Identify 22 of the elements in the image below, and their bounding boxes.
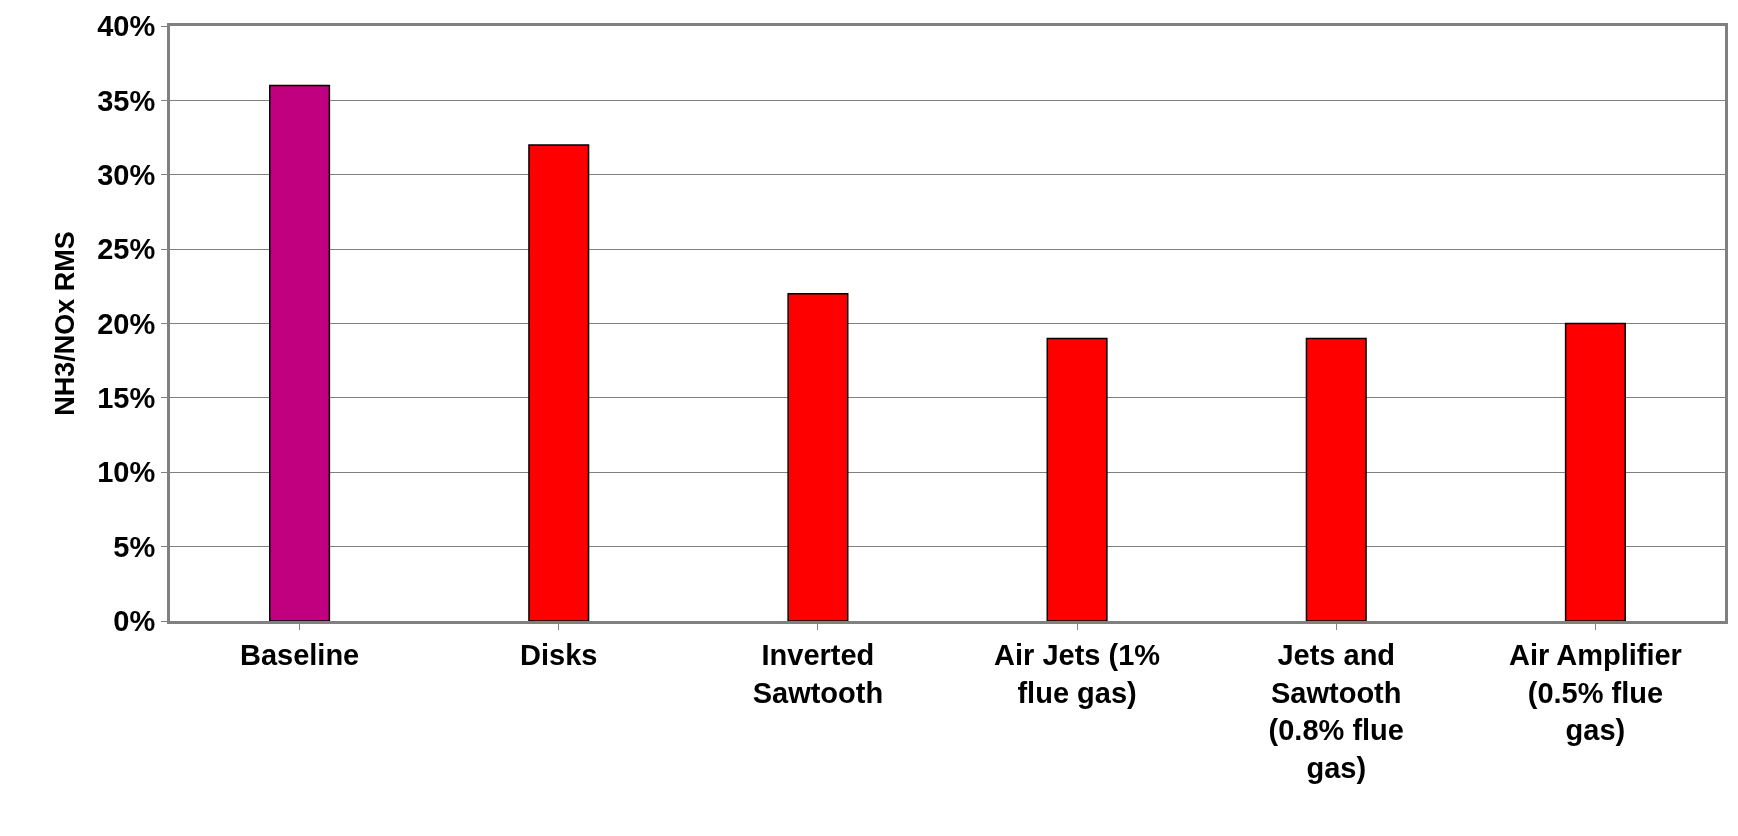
y-tick-label: 40% xyxy=(97,10,156,43)
x-tick-label: Inverted Sawtooth xyxy=(752,638,884,709)
x-tick-label: Jets and Sawtooth (0.8% flue gas) xyxy=(1268,638,1404,784)
bar xyxy=(1046,337,1108,621)
x-tick-label: Baseline xyxy=(239,638,360,671)
y-tick-label: 25% xyxy=(97,233,156,266)
x-tick-label: Air Amplifier (0.5% flue gas) xyxy=(1508,638,1682,747)
y-tick-label: 5% xyxy=(113,530,156,563)
bar xyxy=(528,144,590,621)
y-tick-label: 15% xyxy=(97,382,156,415)
bar xyxy=(269,84,331,621)
x-tick-label: Disks xyxy=(520,638,598,671)
y-tick-label: 30% xyxy=(97,158,156,191)
y-tick-label: 20% xyxy=(97,307,156,340)
y-tick-label: 0% xyxy=(113,605,156,638)
bar xyxy=(787,293,849,621)
y-axis-title: NH3/NOx RMS xyxy=(50,231,81,416)
x-tick-label: Air Jets (1% flue gas) xyxy=(994,638,1161,709)
bar xyxy=(1564,322,1626,621)
y-tick-label: 10% xyxy=(97,456,156,489)
bar xyxy=(1305,337,1367,621)
y-tick-label: 35% xyxy=(97,84,156,117)
